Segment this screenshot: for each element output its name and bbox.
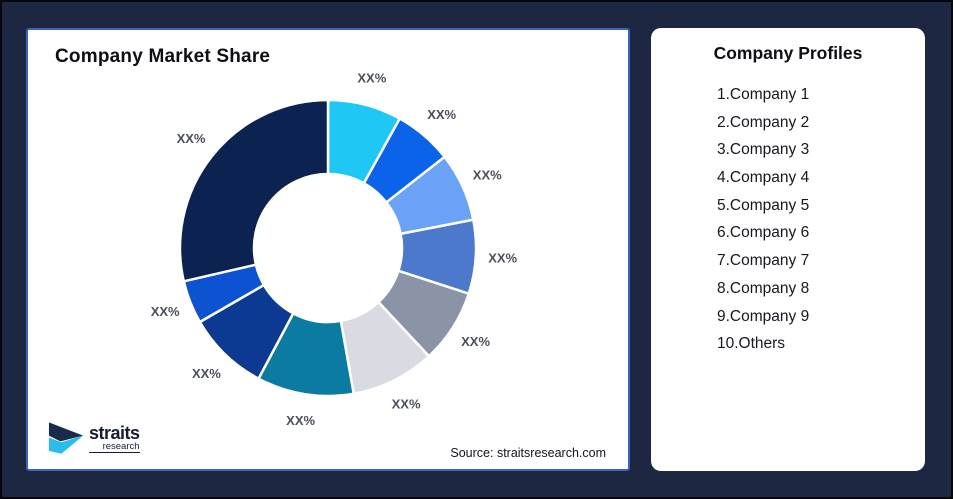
list-item: 1.Company 1 bbox=[717, 86, 810, 103]
list-item: 7.Company 7 bbox=[717, 252, 810, 270]
company-list: 1.Company 1 2.Company 2 3.Company 3 4.Compa… bbox=[651, 81, 925, 358]
list-item: 9.Company 9 bbox=[717, 307, 810, 325]
segment-percentage-label: XX% bbox=[357, 71, 386, 86]
donut-chart: XX% XX% XX% XX% XX% XX% XX% XX% XX% XX% bbox=[151, 71, 518, 428]
logo-name: straits bbox=[89, 422, 140, 443]
list-item: 6.Company 6 bbox=[717, 224, 810, 242]
straits-logo-icon bbox=[48, 422, 84, 454]
logo-wordmark: straits research bbox=[89, 424, 140, 454]
list-item: 3.Company 3 bbox=[717, 141, 810, 159]
segment-percentage-label: XX% bbox=[192, 366, 221, 381]
segment-percentage-label: XX% bbox=[488, 251, 517, 266]
logo-subtitle: research bbox=[89, 442, 140, 454]
segment-percentage-label: XX% bbox=[427, 107, 456, 122]
segment-percentage-label: XX% bbox=[473, 167, 502, 182]
list-item: 10.Others bbox=[717, 335, 786, 353]
company-profiles-card: Company Profiles 1.Company 1 2.Company 2 3… bbox=[651, 28, 925, 471]
segment-percentage-label: XX% bbox=[151, 304, 180, 319]
chart-title: Company Market Share bbox=[55, 46, 271, 67]
list-item: 5.Company 5 bbox=[717, 196, 810, 214]
list-item: 4.Company 4 bbox=[717, 169, 810, 187]
source-note: Source: straitsresearch.com bbox=[450, 446, 606, 460]
market-share-card: Company Market Share XX% XX% XX% XX% XX% XX% X… bbox=[26, 28, 630, 471]
segment-percentage-label: XX% bbox=[392, 397, 421, 412]
list-item: 8.Company 8 bbox=[717, 279, 810, 297]
segment-percentage-label: XX% bbox=[286, 413, 315, 428]
segment-percentage-label: XX% bbox=[461, 334, 490, 349]
straits-research-logo: straits research bbox=[48, 422, 140, 455]
segment-percentage-label: XX% bbox=[177, 131, 206, 146]
profiles-title: Company Profiles bbox=[713, 43, 863, 63]
donut-segment bbox=[178, 98, 330, 283]
list-item: 2.Company 2 bbox=[717, 113, 810, 131]
